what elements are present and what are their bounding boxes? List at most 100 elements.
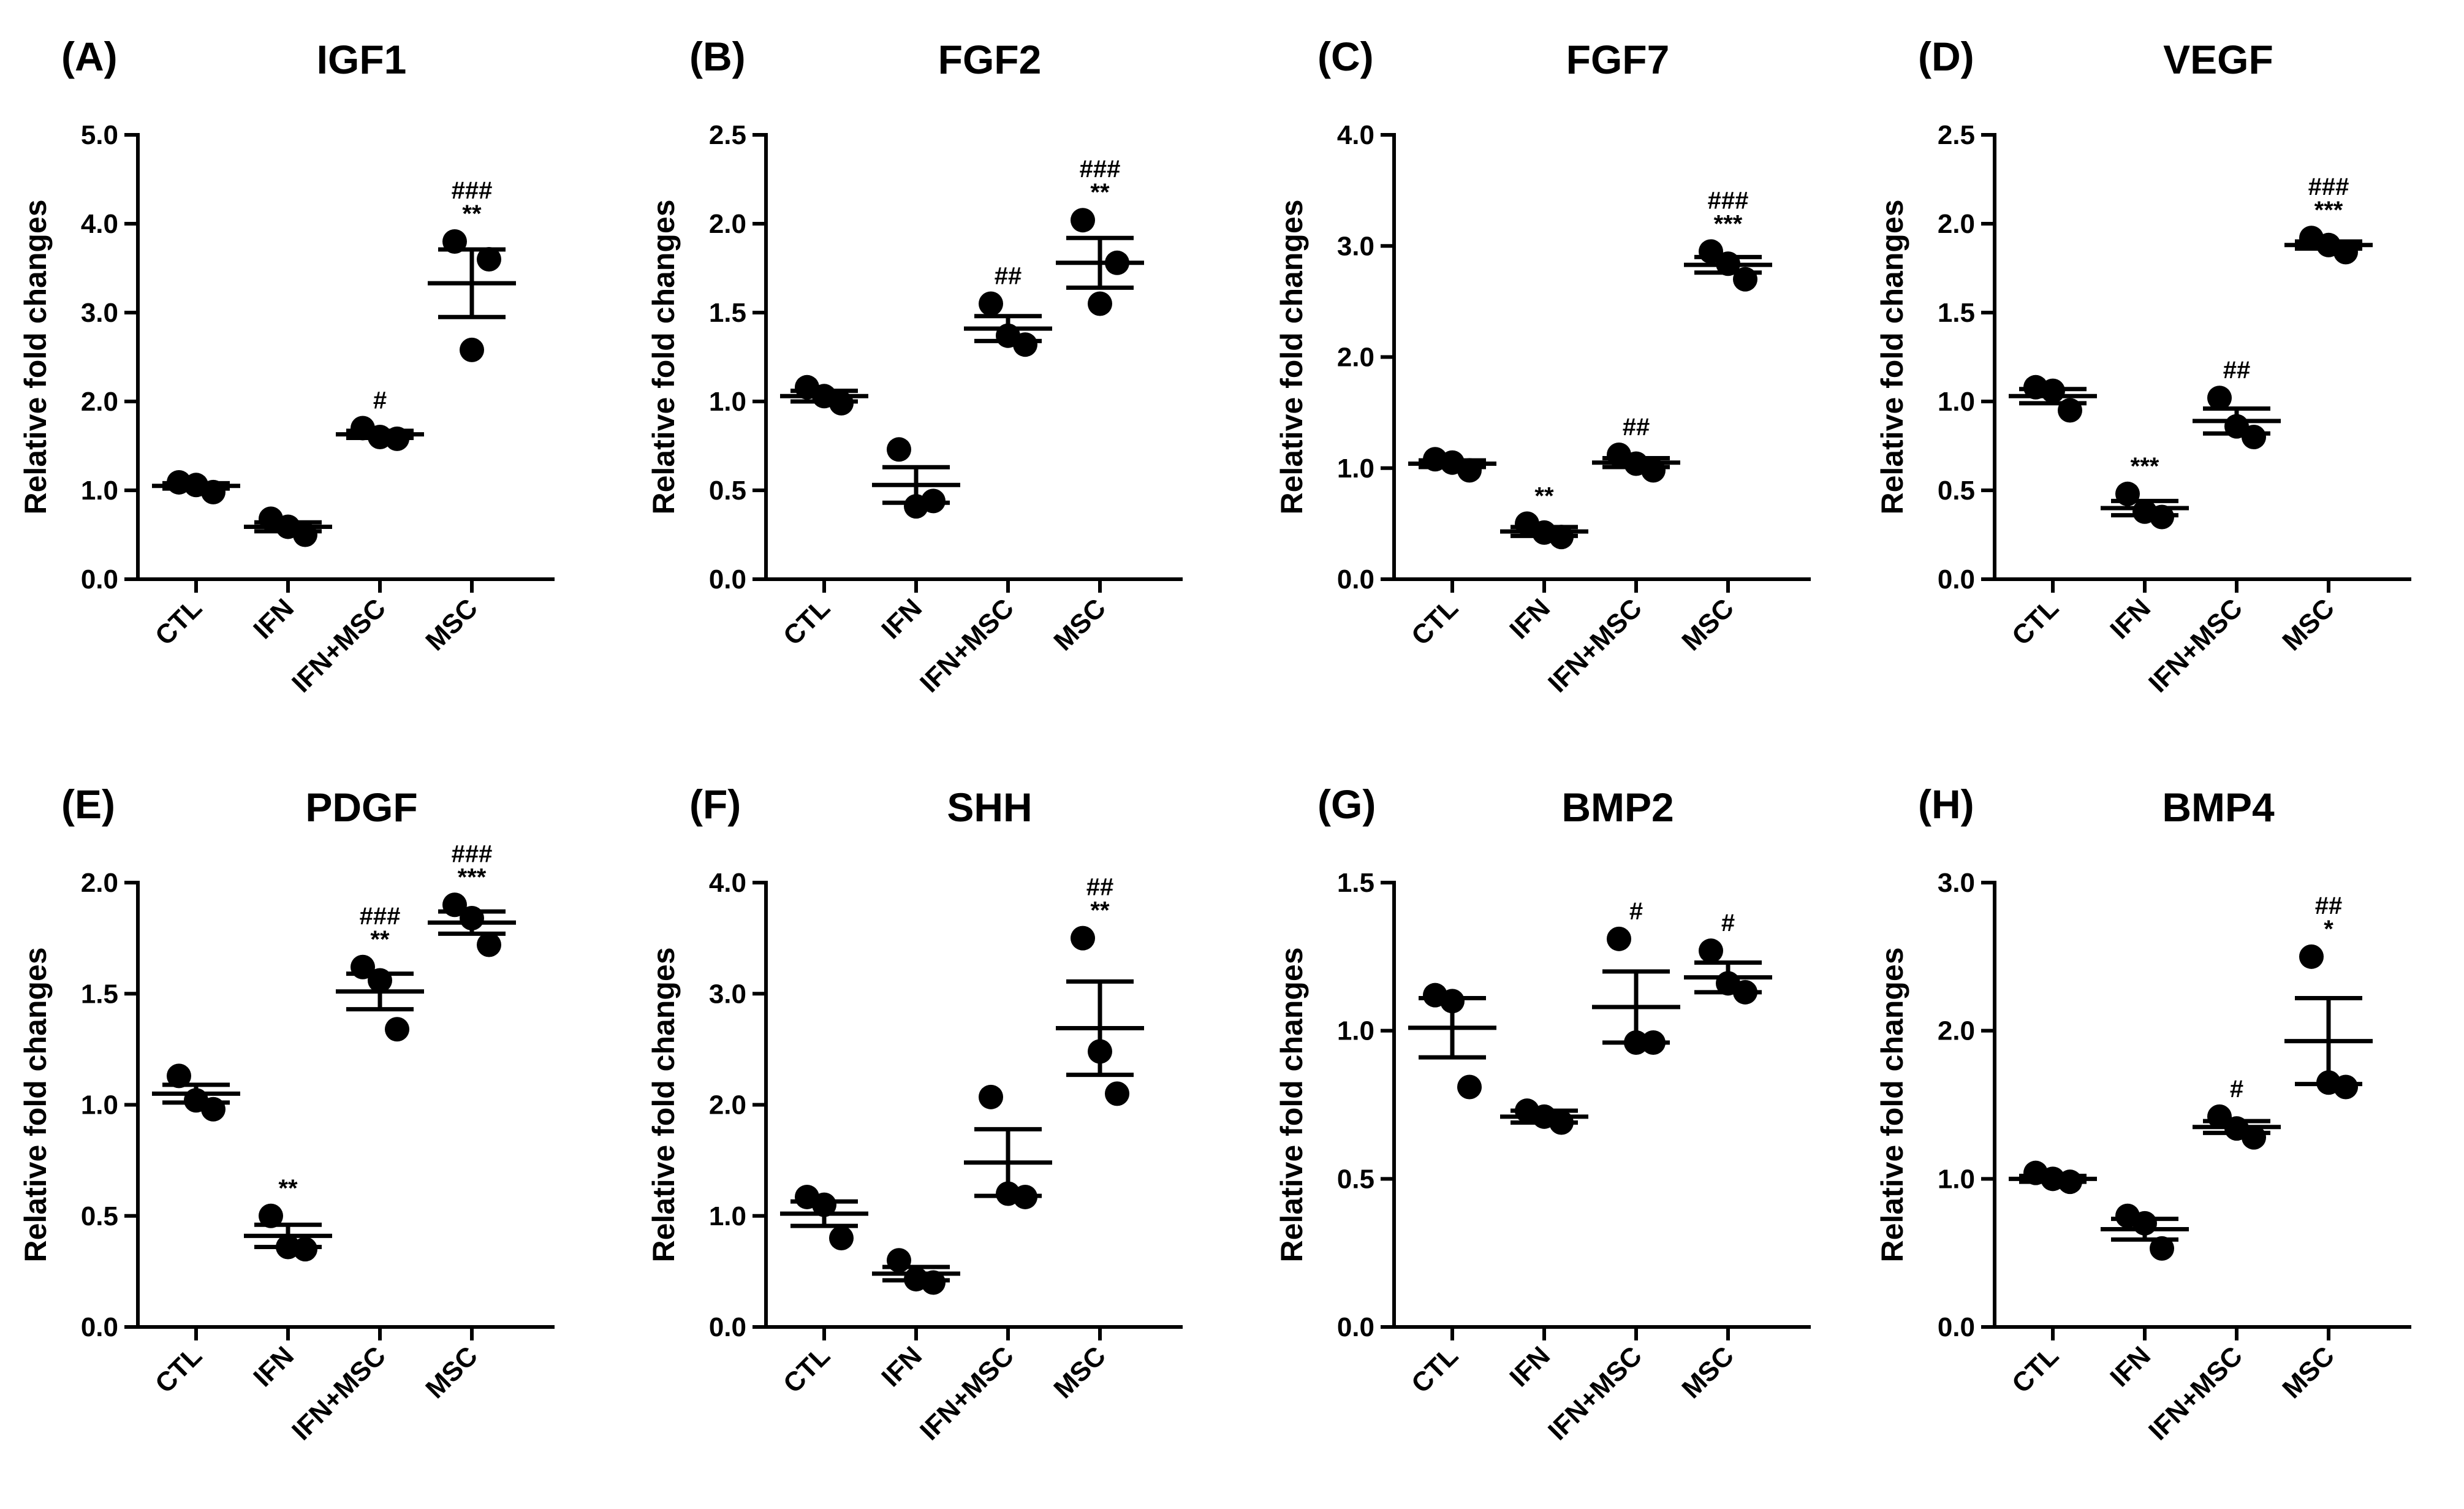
y-axis-label: Relative fold changes: [1275, 947, 1309, 1262]
y-tick-label: 2.0: [1337, 343, 1374, 373]
y-tick-label: 5.0: [81, 120, 118, 150]
data-point: [385, 1017, 409, 1042]
x-tick-label: MSC: [1676, 1340, 1740, 1404]
chart-title: FGF2: [938, 37, 1042, 82]
significance-line: #: [1721, 910, 1735, 937]
significance-label: ### **: [1080, 156, 1121, 206]
y-tick-label: 0.5: [1337, 1164, 1374, 1194]
significance-line: ###: [2308, 173, 2349, 200]
x-tick-label: IFN: [248, 593, 300, 645]
significance-label: **: [278, 1175, 298, 1202]
x-tick-label: MSC: [1676, 593, 1740, 656]
data-point: [167, 1063, 191, 1089]
panel-pdgf: (E) PDGF Relative fold changes 0.0 0.5 1.0 1.5…: [18, 781, 555, 1446]
significance-label: ##: [2223, 357, 2251, 384]
data-point: [1105, 1081, 1129, 1106]
significance-line: #: [1629, 898, 1643, 925]
y-tick-label: 0.0: [1938, 1312, 1975, 1342]
y-tick-label: 1.0: [709, 387, 746, 417]
y-axis-label: Relative fold changes: [1275, 199, 1309, 514]
panel-label: (H): [1918, 781, 1974, 827]
panel-label: (E): [61, 781, 115, 827]
x-tick-label: IFN: [876, 1340, 928, 1393]
y-tick-label: 2.5: [709, 120, 746, 150]
chart-title: IGF1: [317, 37, 407, 82]
panel-vegf: (D) VEGF Relative fold changes 0.0 0.5 1.0 1.5…: [1875, 34, 2411, 699]
significance-line: ##: [2223, 357, 2251, 384]
significance-line: ***: [1714, 210, 1743, 237]
data-point: [477, 247, 501, 272]
y-tick-label: 1.0: [81, 1090, 118, 1120]
x-tick-label: CTL: [150, 593, 208, 651]
chart-title: PDGF: [305, 785, 417, 830]
y-tick-label: 2.0: [709, 209, 746, 239]
x-tick-label: CTL: [150, 1340, 208, 1399]
significance-label: ## *: [2315, 892, 2343, 943]
significance-label: #: [1721, 910, 1735, 937]
x-tick-label: IFN+MSC: [1542, 593, 1648, 698]
significance-label: **: [1534, 482, 1554, 509]
significance-line: **: [278, 1175, 298, 1202]
x-tick-label: IFN: [248, 1340, 300, 1393]
x-tick-label: IFN+MSC: [1542, 1340, 1648, 1446]
y-tick-label: 1.0: [1337, 1016, 1374, 1046]
significance-line: ##: [995, 263, 1022, 290]
significance-line: **: [1090, 897, 1110, 924]
y-tick-label: 2.0: [81, 387, 118, 417]
x-tick-label: IFN: [1504, 593, 1556, 645]
data-point: [259, 1203, 283, 1228]
y-tick-label: 2.0: [81, 868, 118, 898]
panel-fgf2: (B) FGF2 Relative fold changes 0.0 0.5 1.0 1.5…: [646, 34, 1183, 699]
x-tick-label: IFN: [1504, 1340, 1556, 1393]
x-tick-label: CTL: [778, 1340, 836, 1399]
significance-line: ###: [1080, 156, 1121, 183]
panel-shh: (F) SHH Relative fold changes 0.0 1.0 2.0 3.0 4…: [646, 781, 1183, 1446]
data-point: [1607, 926, 1631, 951]
y-axis-label: Relative fold changes: [646, 947, 681, 1262]
y-tick-label: 0.0: [81, 1312, 118, 1342]
y-axis-label: Relative fold changes: [1875, 199, 1909, 514]
x-tick-label: IFN+MSC: [2143, 593, 2248, 698]
significance-label: ### ***: [1708, 187, 1749, 237]
data-point: [1457, 1074, 1482, 1100]
panel-label: (G): [1317, 781, 1376, 827]
y-tick-label: 0.5: [709, 476, 746, 506]
y-tick-label: 1.0: [709, 1201, 746, 1231]
x-tick-label: IFN+MSC: [286, 1340, 392, 1446]
data-point: [979, 291, 1003, 316]
significance-line: ##: [1086, 874, 1114, 901]
significance-line: **: [1090, 179, 1110, 206]
data-point: [2150, 1236, 2174, 1261]
x-tick-label: CTL: [2006, 1340, 2064, 1399]
significance-line: ##: [1623, 414, 1650, 441]
x-tick-label: IFN+MSC: [2143, 1340, 2248, 1446]
y-axis-label: Relative fold changes: [18, 199, 53, 514]
data-point: [460, 337, 484, 362]
y-tick-label: 0.0: [709, 1312, 746, 1342]
significance-line: ###: [360, 903, 401, 930]
y-tick-label: 0.5: [1938, 476, 1975, 506]
x-tick-label: MSC: [420, 1340, 483, 1404]
chart-title: FGF7: [1566, 37, 1670, 82]
significance-label: ### **: [452, 177, 493, 227]
significance-line: ###: [1708, 187, 1749, 214]
data-point: [829, 1226, 854, 1250]
significance-line: ###: [452, 177, 493, 204]
y-tick-label: 0.0: [1337, 564, 1374, 595]
x-tick-label: IFN: [2104, 593, 2156, 645]
panel-label: (D): [1918, 34, 1974, 79]
x-tick-label: CTL: [778, 593, 836, 651]
y-tick-label: 4.0: [81, 209, 118, 239]
significance-line: **: [462, 200, 482, 227]
panel-label: (C): [1317, 34, 1374, 79]
panel-bmp2: (G) BMP2 Relative fold changes 0.0 0.5 1.0 1.5…: [1275, 781, 1811, 1446]
x-tick-label: MSC: [420, 593, 483, 656]
significance-line: #: [373, 387, 387, 414]
panel-label: (F): [689, 781, 741, 827]
y-tick-label: 2.0: [1938, 1016, 1975, 1046]
significance-line: *: [2324, 916, 2333, 943]
panel-fgf7: (C) FGF7 Relative fold changes 0.0 1.0 2.0 3.0…: [1275, 34, 1811, 699]
y-tick-label: 3.0: [1337, 231, 1374, 261]
data-point: [1071, 208, 1095, 233]
